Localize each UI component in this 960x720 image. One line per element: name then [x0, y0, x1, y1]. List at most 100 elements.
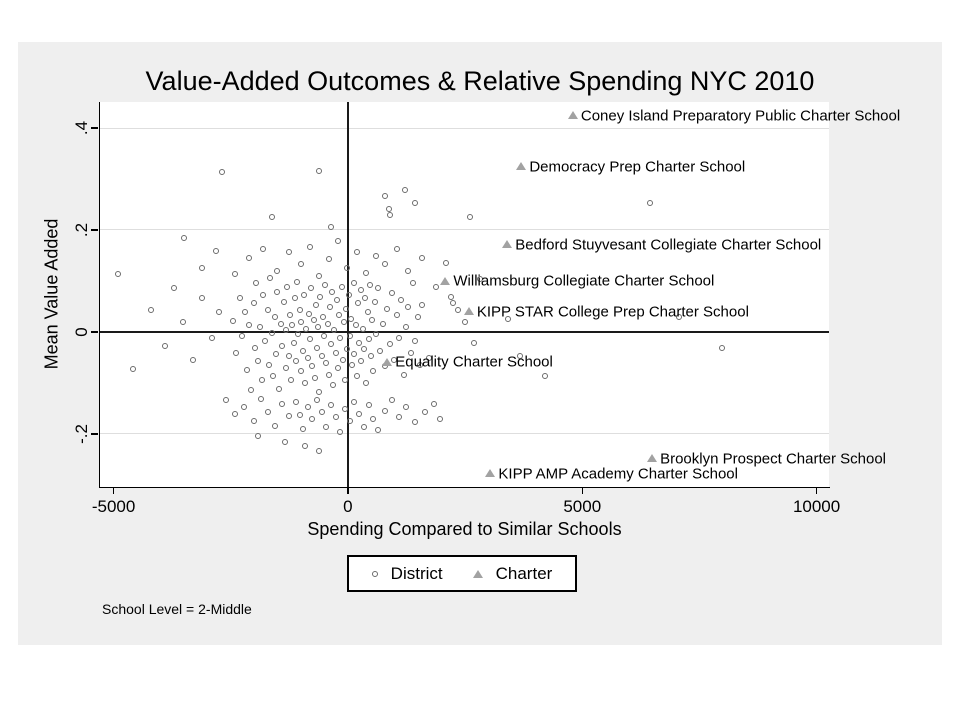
charter-point-label: Coney Island Preparatory Public Charter …: [580, 107, 901, 125]
district-point: [297, 261, 304, 268]
district-point: [353, 373, 360, 380]
district-point: [381, 193, 388, 200]
triangle-marker-icon: [472, 569, 483, 578]
district-point: [676, 313, 683, 320]
chart-title: Value-Added Outcomes & Relative Spending…: [145, 66, 815, 96]
district-point: [296, 307, 303, 314]
district-point: [342, 376, 349, 383]
district-point: [718, 344, 725, 351]
district-point: [309, 416, 316, 423]
y-zero-reference-line: [100, 331, 829, 333]
district-point: [359, 325, 366, 332]
district-point: [260, 291, 267, 298]
district-point: [412, 337, 419, 344]
district-point: [285, 249, 292, 256]
district-point: [289, 322, 296, 329]
district-point: [421, 409, 428, 416]
district-point: [309, 363, 316, 370]
x-tick-mark: [581, 487, 583, 494]
y-gridline: [100, 433, 829, 435]
district-point: [414, 314, 421, 321]
y-tick-mark: [91, 127, 98, 129]
district-point: [114, 271, 121, 278]
district-point: [281, 298, 288, 305]
charter-point: [382, 357, 393, 366]
district-point: [362, 295, 369, 302]
district-point: [467, 214, 474, 221]
district-point: [338, 283, 345, 290]
district-point: [229, 317, 236, 324]
district-point: [218, 168, 225, 175]
district-point: [171, 285, 178, 292]
district-point: [433, 283, 440, 290]
legend-item-label: Charter: [495, 563, 553, 583]
charter-point-label: Williamsburg Collegiate Charter School: [453, 272, 715, 290]
district-point: [278, 400, 285, 407]
y-tick-label: -.2: [72, 424, 91, 444]
district-point: [342, 405, 349, 412]
district-point: [313, 397, 320, 404]
district-point: [395, 334, 402, 341]
district-point: [393, 245, 400, 252]
district-point: [278, 342, 285, 349]
district-point: [277, 320, 284, 327]
x-tick-label: -5000: [91, 497, 136, 516]
district-point: [329, 288, 336, 295]
district-point: [241, 403, 248, 410]
district-point: [311, 375, 318, 382]
y-tick-label: .2: [72, 222, 91, 238]
district-point: [323, 360, 330, 367]
district-point: [316, 168, 323, 175]
district-point: [386, 211, 393, 218]
district-point: [346, 332, 353, 339]
district-point: [335, 312, 342, 319]
district-point: [334, 296, 341, 303]
district-point: [381, 407, 388, 414]
district-point: [199, 295, 206, 302]
district-point: [274, 288, 281, 295]
district-point: [302, 443, 309, 450]
district-point: [355, 300, 362, 307]
district-point: [242, 309, 249, 316]
district-point: [256, 324, 263, 331]
district-point: [259, 376, 266, 383]
district-point: [306, 244, 313, 251]
district-point: [199, 264, 206, 271]
district-point: [353, 249, 360, 256]
district-point: [331, 327, 338, 334]
district-point: [213, 247, 220, 254]
district-point: [449, 300, 456, 307]
district-point: [301, 291, 308, 298]
district-point: [274, 268, 281, 275]
district-point: [316, 448, 323, 455]
district-point: [374, 285, 381, 292]
district-point: [264, 307, 271, 314]
district-point: [374, 427, 381, 434]
district-point: [357, 286, 364, 293]
district-point: [365, 336, 372, 343]
legend-item-label: District: [390, 563, 443, 583]
x-axis-line: [98, 486, 830, 488]
district-point: [349, 361, 356, 368]
district-point: [255, 358, 262, 365]
x-tick-mark: [815, 487, 818, 494]
charter-point-label: KIPP AMP Academy Charter School: [498, 465, 738, 483]
district-point: [302, 380, 309, 387]
district-point: [231, 411, 238, 418]
district-point: [470, 339, 477, 346]
district-point: [285, 412, 292, 419]
district-point: [339, 356, 346, 363]
charter-point-label: KIPP STAR College Prep Charter School: [476, 303, 749, 321]
district-point: [232, 349, 239, 356]
district-point: [647, 200, 654, 207]
district-point: [326, 304, 333, 310]
district-point: [330, 382, 337, 389]
district-point: [271, 422, 278, 429]
district-point: [231, 271, 238, 278]
district-point: [364, 309, 371, 316]
district-point: [285, 352, 292, 359]
district-point: [251, 344, 258, 351]
district-point: [181, 234, 188, 241]
charter-point-label: Democracy Prep Charter School: [529, 158, 746, 176]
district-point: [316, 388, 323, 395]
